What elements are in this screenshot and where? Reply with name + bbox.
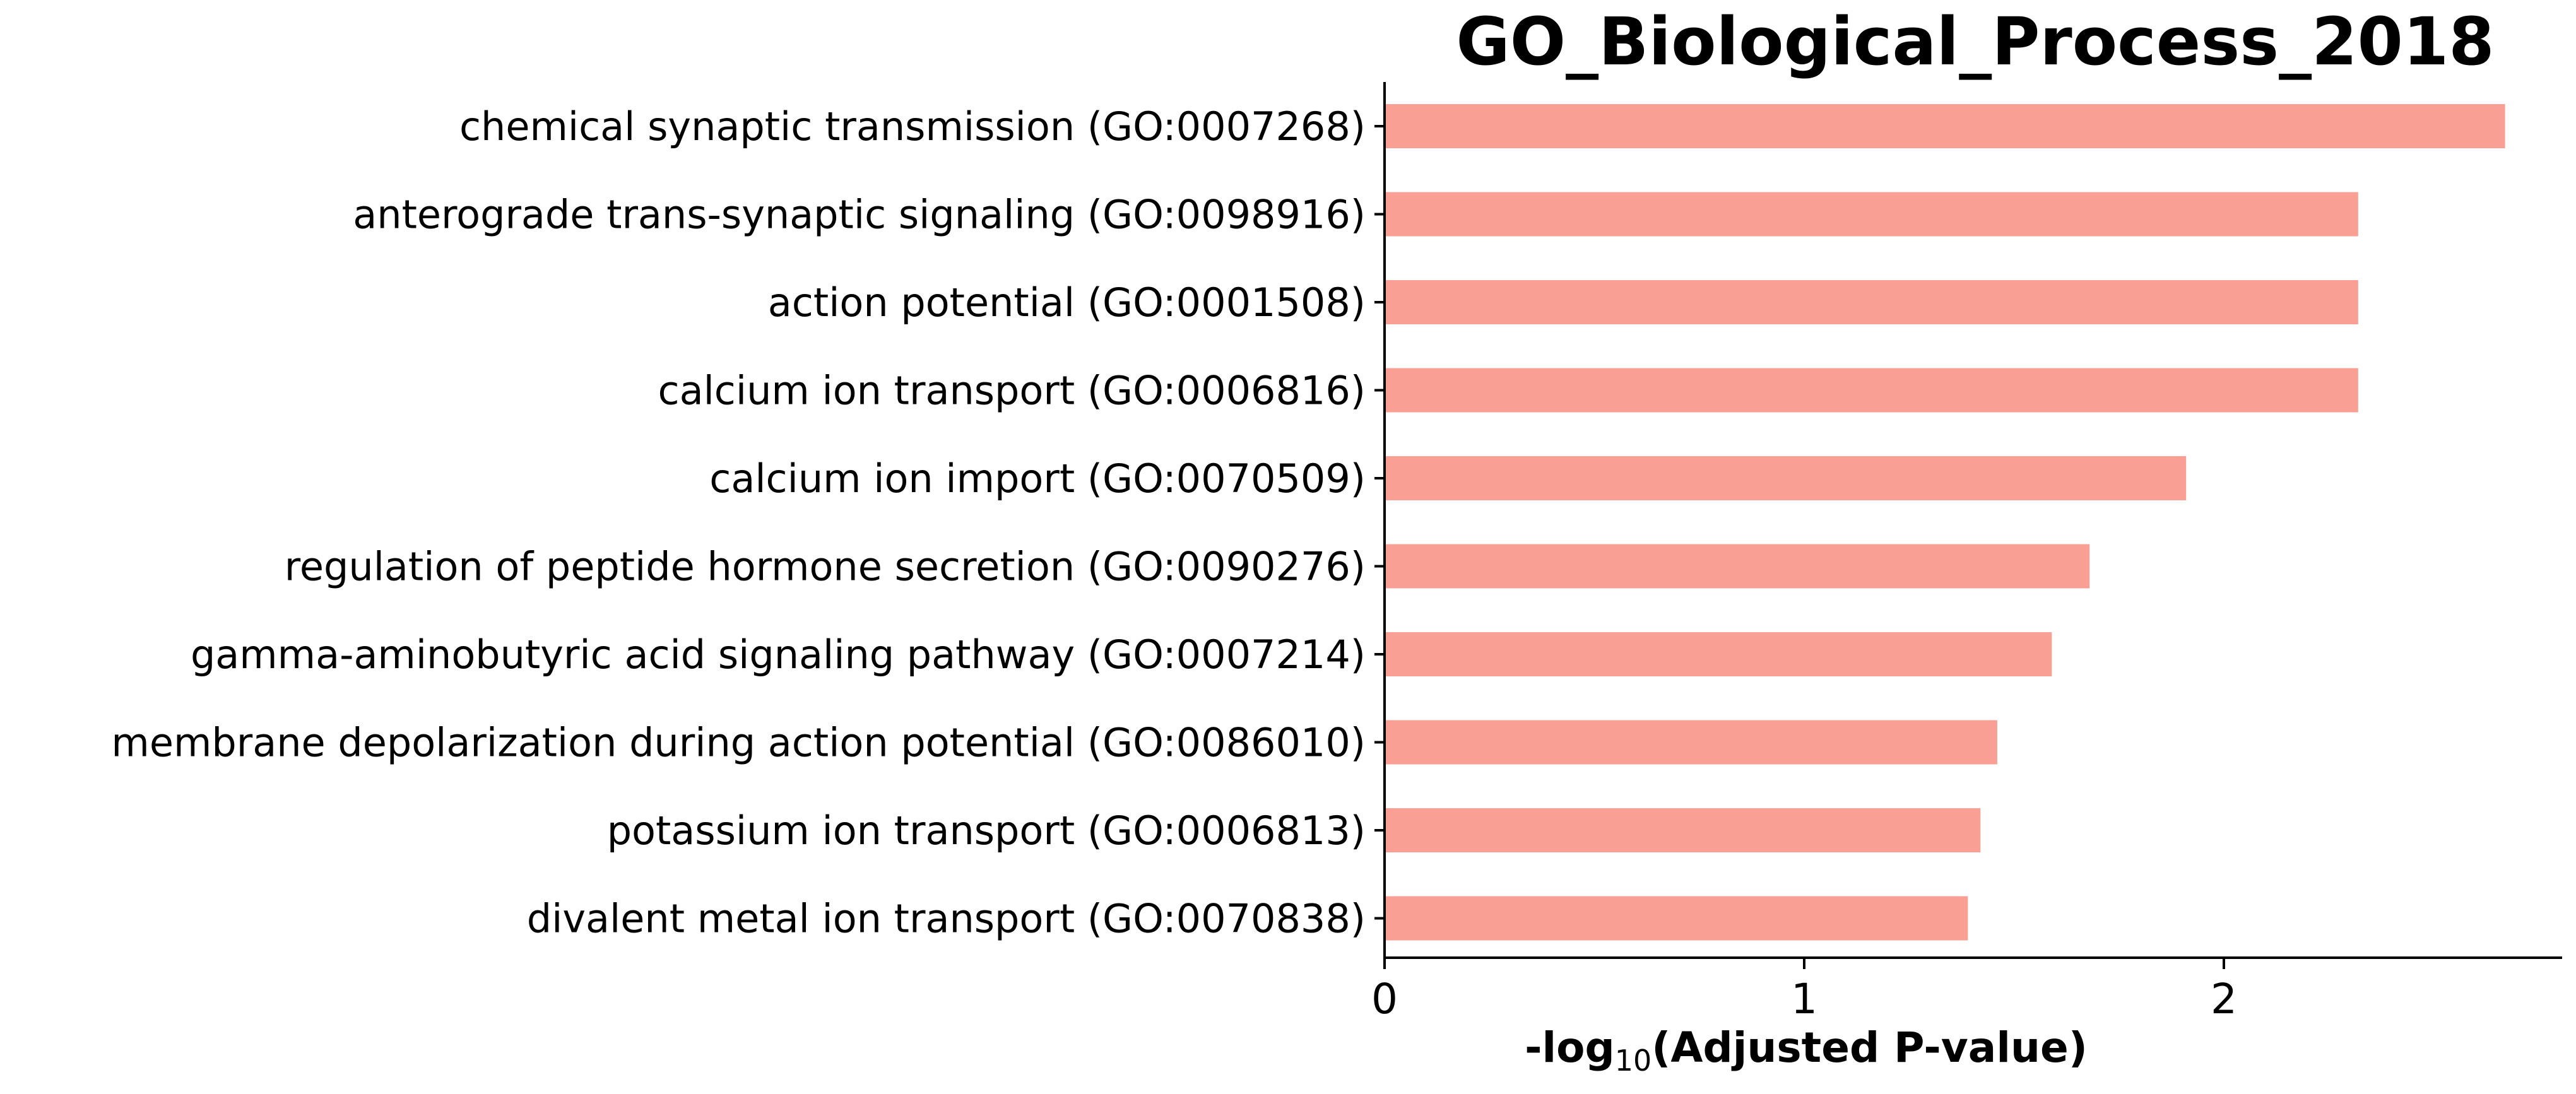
- chart-title: GO_Biological_Process_2018: [1456, 3, 2494, 80]
- category-label-2: anterograde trans-synaptic signaling (GO…: [353, 192, 1366, 238]
- category-label-5: calcium ion import (GO:0070509): [709, 456, 1366, 502]
- bar-7: [1385, 632, 2052, 676]
- category-label-1: chemical synaptic transmission (GO:00072…: [459, 103, 1366, 150]
- bar-4: [1385, 368, 2358, 413]
- x-axis-title: -log10(Adjusted P-value): [1525, 1023, 2088, 1078]
- bar-2: [1385, 192, 2358, 237]
- category-labels: chemical synaptic transmission (GO:00072…: [111, 103, 1366, 942]
- bar-10: [1385, 896, 1968, 941]
- x-tick-label-2: 2: [2211, 975, 2237, 1023]
- category-label-10: divalent metal ion transport (GO:0070838…: [527, 896, 1366, 942]
- bar-6: [1385, 544, 2090, 589]
- bar-1: [1385, 104, 2505, 148]
- x-axis-title-subscript: 10: [1615, 1044, 1652, 1078]
- bars-layer: [1385, 104, 2505, 941]
- category-label-8: membrane depolarization during action po…: [111, 720, 1366, 766]
- category-label-4: calcium ion transport (GO:0006816): [658, 368, 1366, 414]
- category-label-9: potassium ion transport (GO:0006813): [607, 808, 1366, 854]
- bar-5: [1385, 456, 2187, 500]
- x-axis-title-prefix: -log: [1525, 1023, 1615, 1072]
- category-label-7: gamma-aminobutyric acid signaling pathwa…: [191, 632, 1366, 678]
- x-axis-title-suffix: (Adjusted P-value): [1651, 1023, 2088, 1072]
- category-label-3: action potential (GO:0001508): [768, 279, 1366, 326]
- x-tick-label-1: 1: [1791, 975, 1817, 1023]
- x-tick-label-0: 0: [1371, 975, 1398, 1023]
- bar-8: [1385, 720, 1997, 765]
- category-label-6: regulation of peptide hormone secretion …: [285, 544, 1366, 590]
- axes: 0 1 2: [1371, 82, 2562, 1023]
- bar-3: [1385, 280, 2358, 324]
- bar-9: [1385, 808, 1981, 852]
